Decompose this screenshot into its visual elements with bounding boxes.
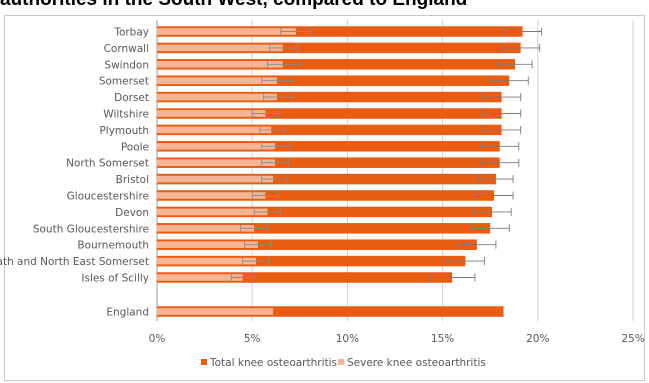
errorbar-total (457, 240, 497, 249)
bar-severe (157, 93, 277, 101)
category-label: North Somerset (66, 158, 149, 170)
errorbar-severe (259, 125, 286, 134)
bar-severe (157, 126, 272, 134)
chart-title: authorities in the South West, compared … (0, 0, 649, 11)
errorbar-total (445, 257, 485, 266)
errorbar-severe (261, 142, 291, 151)
bar-total (157, 239, 477, 250)
errorbar-severe (268, 43, 299, 52)
category-label: Bournemouth (77, 240, 149, 252)
bar-total (157, 108, 502, 119)
errorbar-severe (280, 27, 312, 36)
errorbar-total (501, 43, 541, 52)
category-label: Wiltshire (103, 109, 149, 121)
legend-severe-label: Severe knee osteoarthritis (347, 357, 486, 369)
x-tick-label: 25% (621, 333, 644, 345)
category-label: Gloucestershire (67, 191, 149, 203)
errorbar-total (474, 191, 514, 200)
bar-total (157, 206, 493, 218)
errorbar-total (472, 207, 512, 216)
bar-total (157, 223, 491, 234)
bar-total (157, 255, 466, 267)
category-label: Swindon (104, 59, 149, 71)
errorbar-severe (266, 60, 301, 69)
errorbar-total (480, 142, 520, 151)
category-label: England (106, 307, 149, 319)
x-tick-label: 20% (526, 333, 549, 345)
errorbar-severe (244, 240, 272, 249)
bar-severe (157, 175, 274, 183)
bar-total (157, 42, 521, 54)
errorbar-severe (261, 76, 293, 85)
errorbar-total (489, 76, 529, 85)
legend-severe-swatch (338, 359, 344, 365)
bar-severe (157, 44, 283, 52)
category-label: Bristol (116, 174, 149, 186)
errorbar-severe (261, 175, 287, 184)
category-label: Plymouth (99, 125, 149, 137)
bar-severe (157, 77, 277, 84)
errorbar-severe (240, 224, 268, 233)
bar-total (157, 91, 502, 103)
x-tick-label: 10% (336, 333, 359, 345)
bar-total (157, 306, 504, 317)
errorbar-total (478, 175, 514, 184)
errorbar-severe (253, 207, 282, 216)
bar-total (157, 59, 515, 70)
errorbar-total (430, 273, 476, 282)
bar-severe (157, 208, 268, 216)
errorbar-total (497, 60, 533, 69)
errorbar-total (482, 93, 522, 102)
bar-total (157, 124, 502, 136)
category-label: South Gloucestershire (33, 223, 149, 235)
x-tick-label: 15% (431, 333, 454, 345)
bar-total (157, 141, 500, 152)
bar-severe (157, 143, 276, 150)
bar-total (157, 26, 523, 37)
bar-total (157, 157, 500, 168)
bar-severe (157, 28, 296, 35)
bar-total (157, 173, 496, 185)
legend-total-label: Total knee osteoarthritis (209, 357, 337, 369)
errorbar-total (470, 224, 510, 233)
errorbar-total (482, 109, 522, 118)
bar-severe (157, 225, 255, 232)
bar-severe (157, 159, 276, 166)
category-label: Bath and North East Somerset (0, 256, 149, 268)
bar-total (157, 272, 453, 283)
errorbar-severe (251, 191, 280, 200)
category-label: Somerset (99, 76, 149, 88)
bar-severe (157, 308, 274, 315)
bar-severe (157, 110, 266, 117)
x-tick-label: 5% (244, 333, 261, 345)
bar-severe (157, 192, 266, 199)
errorbar-total (503, 27, 543, 36)
legend-total-swatch (201, 359, 207, 365)
bar-total (157, 190, 495, 201)
errorbar-severe (263, 93, 293, 102)
bar-severe (157, 274, 243, 281)
category-label: Torbay (113, 27, 149, 39)
bar-total (157, 75, 510, 86)
errorbar-severe (251, 109, 280, 118)
errorbar-severe (261, 158, 289, 167)
category-label: Cornwall (104, 43, 149, 55)
errorbar-severe (242, 257, 270, 266)
errorbar-total (482, 125, 522, 134)
bar-severe (157, 61, 283, 68)
category-label: Dorset (114, 92, 149, 104)
errorbar-severe (230, 273, 255, 282)
errorbar-total (480, 158, 520, 167)
bar-severe (157, 241, 258, 248)
x-tick-label: 0% (149, 333, 166, 345)
bar-severe (157, 257, 257, 265)
category-label: Poole (121, 141, 149, 153)
category-label: Devon (115, 207, 149, 219)
category-label: Isles of Scilly (81, 273, 149, 285)
